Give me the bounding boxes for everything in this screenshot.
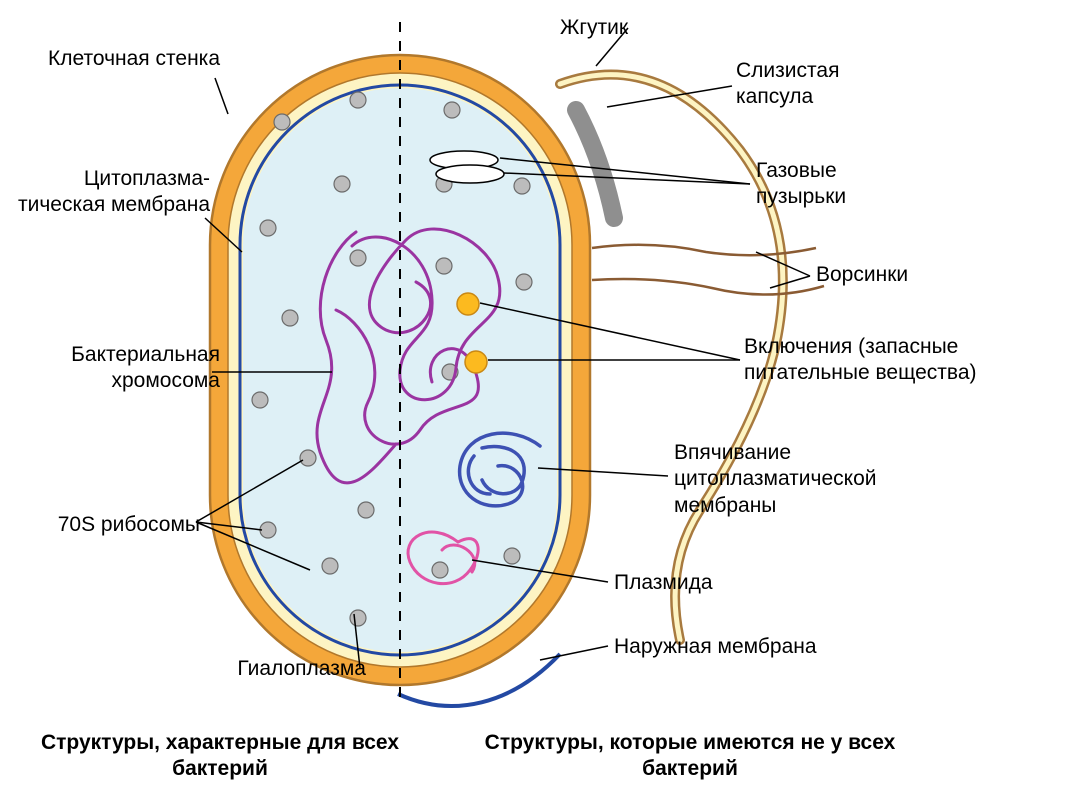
caption-right: Структуры, которые имеются не у всех бак…	[440, 730, 940, 783]
ribosome-5	[282, 310, 298, 326]
ribosome-8	[260, 522, 276, 538]
label-mesosome: Впячивание цитоплазматической мембраны	[674, 440, 974, 519]
ribosome-19	[504, 548, 520, 564]
label-plasma-membrane: Цитоплазма- тическая мембрана	[0, 166, 210, 219]
ribosome-2	[334, 176, 350, 192]
label-plasmid: Плазмида	[614, 570, 794, 596]
ribosome-13	[514, 178, 530, 194]
label-inclusions: Включения (запасные питательные вещества…	[744, 334, 1044, 387]
label-pili: Ворсинки	[816, 262, 976, 288]
ribosome-7	[300, 450, 316, 466]
inclusion-1	[465, 351, 487, 373]
inclusion-0	[457, 293, 479, 315]
label-capsule: Слизистая капсула	[736, 58, 906, 111]
ribosome-16	[516, 274, 532, 290]
label-chromosome: Бактериальная хромосома	[0, 342, 220, 395]
ribosome-15	[436, 258, 452, 274]
ribosome-3	[260, 220, 276, 236]
label-outer-membrane: Наружная мембрана	[614, 634, 894, 660]
label-gas-vesicles: Газовые пузырьки	[756, 158, 916, 211]
ribosome-4	[350, 250, 366, 266]
ribosome-9	[322, 558, 338, 574]
leader-pili-2	[770, 276, 810, 288]
leader-outer-membrane	[540, 646, 608, 660]
ribosome-11	[350, 610, 366, 626]
diagram-svg	[0, 0, 1065, 809]
ribosome-18	[432, 562, 448, 578]
bacterium-diagram: Клеточная стенка Цитоплазма- тическая ме…	[0, 0, 1065, 809]
ribosome-10	[358, 502, 374, 518]
label-hyaloplasm: Гиалоплазма	[166, 656, 366, 682]
ribosome-6	[252, 392, 268, 408]
ribosome-1	[350, 92, 366, 108]
label-flagellum: Жгутик	[560, 15, 680, 41]
caption-left: Структуры, характерные для всех бактерий	[40, 730, 400, 783]
gas-vesicle-1	[436, 165, 504, 183]
leader-cell-wall	[215, 78, 228, 114]
label-ribosomes: 70S рибосомы	[0, 512, 200, 538]
ribosome-12	[444, 102, 460, 118]
label-cell-wall: Клеточная стенка	[30, 46, 220, 72]
ribosome-0	[274, 114, 290, 130]
pilus-1	[592, 279, 824, 295]
